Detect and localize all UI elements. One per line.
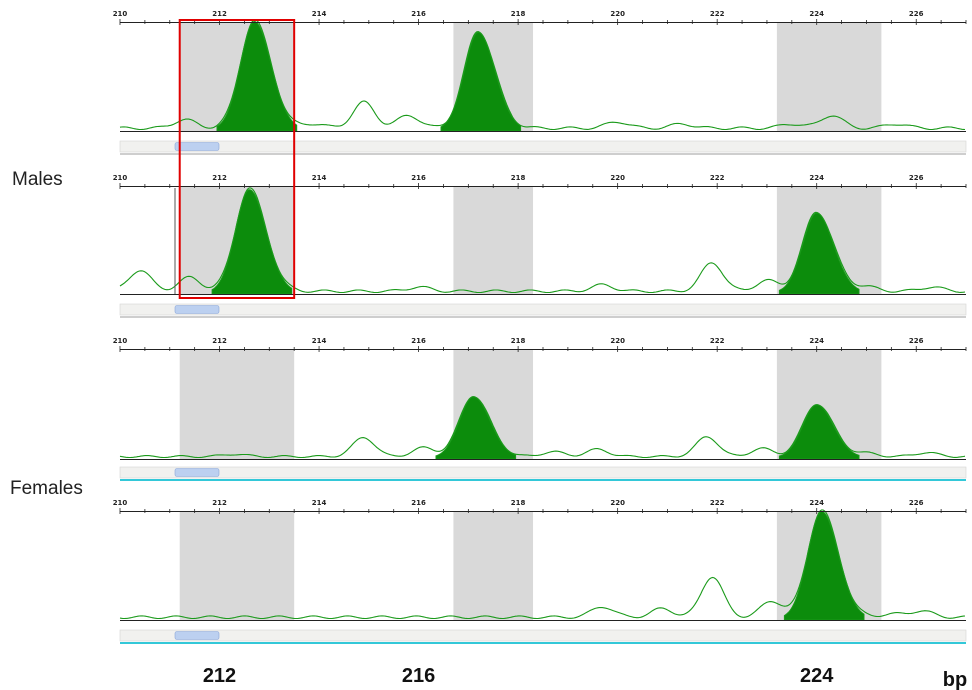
scrollbar-thumb[interactable]	[174, 305, 220, 314]
tick-label: 224	[809, 10, 824, 18]
tick-label: 216	[411, 10, 426, 18]
group-label-females: Females	[10, 478, 83, 499]
allele-bin	[776, 23, 882, 131]
highlight-layer	[178, 19, 296, 299]
tick-label: 212	[212, 337, 227, 345]
trace-line	[119, 509, 966, 620]
trace-panel: 210 212 214 216 218 220 222 224 226	[113, 499, 967, 644]
tick-label: 226	[909, 499, 924, 507]
allele-peak	[211, 189, 293, 295]
scrollbar-track[interactable]	[119, 140, 967, 153]
tick-label: 216	[411, 174, 426, 182]
trace-panel: 210 212 214 216 218 220 222 224 226	[113, 174, 967, 318]
group-label-males: Males	[12, 169, 63, 190]
bottom-axis-label-216: 216	[402, 665, 435, 687]
trace-line	[119, 187, 966, 294]
trace-line	[119, 396, 966, 459]
scrollbar-track[interactable]	[119, 303, 967, 316]
bottom-axis-unit: bp	[943, 669, 967, 690]
tick-label: 210	[113, 337, 128, 345]
tick-label: 224	[809, 174, 824, 182]
tick-label: 214	[312, 10, 327, 18]
tick-label: 210	[113, 499, 128, 507]
tick-label: 222	[710, 499, 725, 507]
tick-label: 224	[809, 337, 824, 345]
tick-label: 226	[909, 174, 924, 182]
tick-label: 218	[511, 10, 526, 18]
trace-line	[119, 19, 966, 131]
trace-panel: 210 212 214 216 218 220 222 224 226	[113, 10, 967, 155]
tick-label: 222	[710, 174, 725, 182]
allele-bin	[179, 512, 295, 620]
scrollbar-thumb[interactable]	[174, 142, 220, 151]
tick-label: 214	[312, 499, 327, 507]
tick-label: 220	[610, 337, 625, 345]
tick-label: 218	[511, 337, 526, 345]
tick-label: 212	[212, 499, 227, 507]
tick-label: 226	[909, 337, 924, 345]
allele-peak	[216, 20, 298, 132]
tick-label: 220	[610, 499, 625, 507]
allele-bin	[179, 350, 295, 459]
bottom-axis-label-212: 212	[203, 665, 236, 687]
tick-label: 216	[411, 499, 426, 507]
tick-label: 226	[909, 10, 924, 18]
highlight-box	[178, 19, 296, 299]
tick-label: 212	[212, 174, 227, 182]
tick-label: 210	[113, 174, 128, 182]
bottom-axis: 212 216 224 bp	[203, 665, 967, 690]
tick-label: 212	[212, 10, 227, 18]
scrollbar-track[interactable]	[119, 629, 967, 642]
tick-label: 214	[312, 337, 327, 345]
allele-bin	[453, 512, 534, 620]
tick-label: 214	[312, 174, 327, 182]
tick-label: 216	[411, 337, 426, 345]
tick-label: 218	[511, 174, 526, 182]
scrollbar-track[interactable]	[119, 466, 967, 479]
tick-label: 220	[610, 10, 625, 18]
tick-label: 210	[113, 10, 128, 18]
allele-bin	[453, 187, 534, 294]
tick-label: 218	[511, 499, 526, 507]
tick-label: 222	[710, 337, 725, 345]
bottom-axis-label-224: 224	[800, 665, 834, 687]
tick-label: 220	[610, 174, 625, 182]
trace-panel: 210 212 214 216 218 220 222 224 226	[113, 337, 967, 481]
tick-label: 224	[809, 499, 824, 507]
tick-label: 222	[710, 10, 725, 18]
scrollbar-thumb[interactable]	[174, 468, 220, 477]
scrollbar-thumb[interactable]	[174, 631, 220, 640]
